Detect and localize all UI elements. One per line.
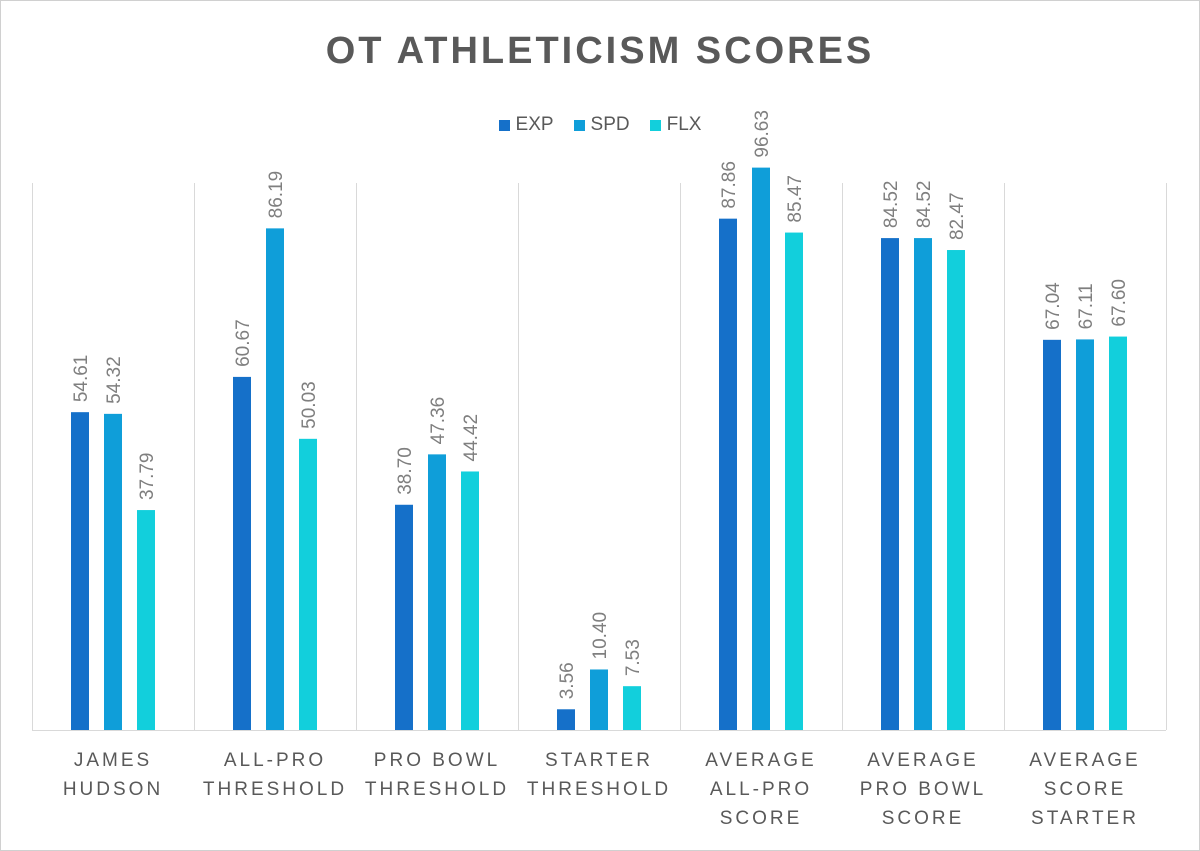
- data-label-spd: 47.36: [428, 397, 449, 445]
- data-label-spd: 86.19: [266, 171, 287, 219]
- legend-swatch-spd: [573, 119, 585, 131]
- bar-spd: [914, 238, 932, 730]
- data-label-spd: 96.63: [752, 110, 773, 158]
- data-label-exp: 67.04: [1043, 282, 1064, 330]
- legend-label-spd: SPD: [590, 114, 630, 135]
- category-label: AVERAGE PRO BOWL SCORE: [859, 750, 987, 829]
- legend-label-exp: EXP: [515, 114, 554, 135]
- bar-exp: [71, 412, 89, 730]
- bar-flx: [785, 232, 803, 730]
- data-label-exp: 3.56: [557, 662, 578, 699]
- category-label: STARTER THRESHOLD: [526, 750, 672, 800]
- legend-swatch-flx: [649, 119, 661, 131]
- bar-spd: [266, 228, 284, 730]
- data-label-exp: 84.52: [881, 181, 902, 229]
- data-label-spd: 54.32: [104, 356, 125, 404]
- legend-swatch-exp: [498, 119, 510, 131]
- bar-spd: [428, 454, 446, 730]
- bar-exp: [233, 376, 251, 730]
- data-label-spd: 84.52: [914, 181, 935, 229]
- bar-flx: [299, 438, 317, 730]
- legend-item-exp: EXP: [498, 114, 554, 136]
- category-label: JAMES HUDSON: [62, 750, 164, 800]
- legend: EXP SPD FLX: [0, 114, 1200, 136]
- bar-spd: [590, 669, 608, 730]
- category-label: AVERAGE ALL-PRO SCORE: [705, 750, 817, 829]
- bar-exp: [1043, 339, 1061, 730]
- data-label-flx: 7.53: [623, 639, 644, 676]
- legend-item-spd: SPD: [573, 114, 630, 136]
- category-label: AVERAGE SCORE STARTER: [1029, 750, 1141, 829]
- data-label-exp: 38.70: [395, 447, 416, 495]
- data-label-exp: 87.86: [719, 161, 740, 209]
- data-label-flx: 67.60: [1109, 279, 1130, 327]
- data-label-flx: 44.42: [461, 414, 482, 462]
- category-label: ALL-PRO THRESHOLD: [202, 750, 348, 800]
- bar-exp: [395, 504, 413, 730]
- bar-exp: [719, 218, 737, 731]
- bar-exp: [881, 238, 899, 730]
- bar-flx: [623, 686, 641, 730]
- data-label-spd: 67.11: [1076, 283, 1097, 329]
- bar-exp: [557, 709, 575, 730]
- bar-spd: [104, 413, 122, 730]
- chart-title: OT ATHLETICISM SCORES: [325, 30, 875, 72]
- data-label-flx: 82.47: [947, 192, 968, 240]
- bar-flx: [947, 250, 965, 730]
- data-label-flx: 85.47: [785, 175, 806, 223]
- bar-spd: [752, 167, 770, 730]
- data-label-spd: 10.40: [590, 612, 611, 660]
- legend-item-flx: FLX: [649, 114, 702, 136]
- bar-flx: [461, 471, 479, 730]
- bar-flx: [1109, 336, 1127, 730]
- data-label-flx: 50.03: [299, 381, 320, 429]
- category-label: PRO BOWL THRESHOLD: [364, 750, 510, 800]
- data-label-exp: 54.61: [71, 355, 92, 403]
- data-label-exp: 60.67: [233, 319, 254, 367]
- legend-label-flx: FLX: [666, 114, 702, 135]
- bar-spd: [1076, 339, 1094, 730]
- bar-flx: [137, 510, 155, 730]
- data-label-flx: 37.79: [137, 453, 158, 501]
